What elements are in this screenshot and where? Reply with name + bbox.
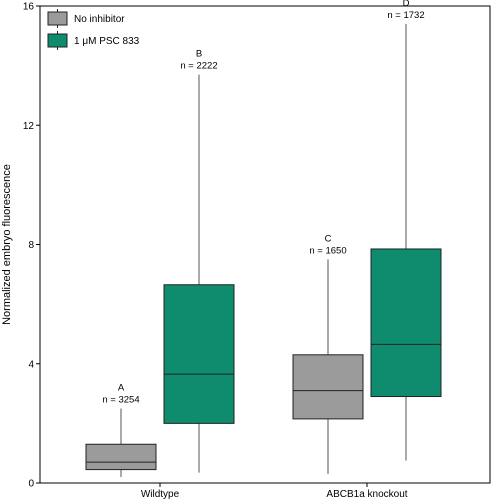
legend-label: 1 μM PSC 833	[74, 36, 140, 47]
x-tick-label: Wildtype	[141, 489, 180, 499]
y-tick-label: 0	[28, 479, 34, 490]
significance-letter: D	[403, 0, 410, 9]
plot-area	[39, 5, 491, 484]
sample-size-label: n = 1732	[387, 10, 424, 21]
significance-letter: B	[196, 49, 202, 60]
sample-size-label: n = 1650	[309, 245, 346, 256]
box-body	[163, 284, 235, 424]
sample-size-label: n = 3254	[102, 394, 139, 405]
box-body	[85, 443, 157, 471]
y-axis-label: Normalized embryo fluorescence	[1, 164, 13, 325]
x-axis: Wildtype ABCB1a knockout	[141, 483, 408, 499]
y-axis: 0 4 8 12 16	[23, 2, 40, 490]
y-tick-label: 4	[28, 359, 34, 370]
box-psc833	[163, 74, 235, 473]
y-tick-label: 8	[28, 240, 34, 251]
box-body	[292, 354, 364, 420]
box-body	[370, 248, 442, 398]
legend-label: No inhibitor	[74, 14, 125, 25]
box-no-inhibitor	[85, 408, 157, 478]
y-tick-label: 12	[23, 121, 35, 132]
significance-letter: C	[325, 233, 332, 244]
legend: No inhibitor 1 μM PSC 833	[47, 9, 140, 50]
legend-swatch	[47, 33, 68, 48]
y-tick-label: 16	[23, 2, 35, 13]
x-tick-label: ABCB1a knockout	[326, 489, 407, 499]
sample-size-label: n = 2222	[180, 61, 217, 72]
plot-border	[39, 5, 491, 484]
box-series	[85, 23, 442, 478]
legend-swatch	[47, 11, 68, 26]
group-annotations: An = 3254 Cn = 1650 Bn = 2222 Dn = 1732	[102, 0, 424, 405]
box-no-inhibitor	[292, 259, 364, 475]
significance-letter: A	[118, 382, 125, 393]
box-psc833	[370, 23, 442, 461]
